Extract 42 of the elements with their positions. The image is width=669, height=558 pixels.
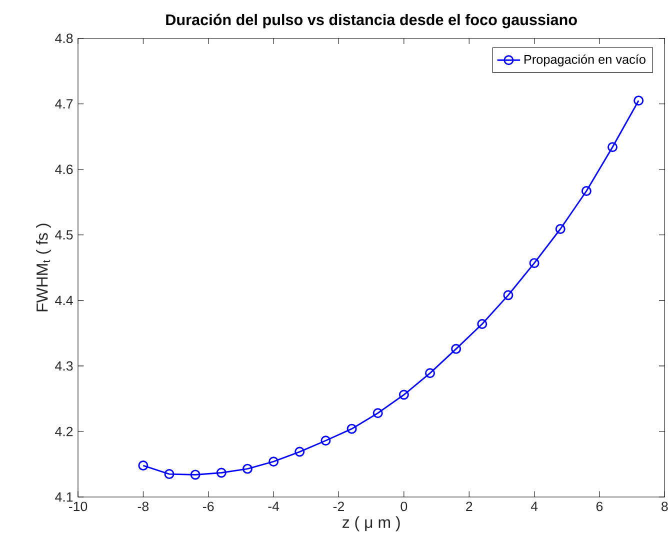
- y-tick-label: 4.7: [55, 99, 73, 108]
- point: [477, 319, 488, 330]
- chart-title: Duración del pulso vs distancia desde el foco gaussiano: [166, 14, 577, 28]
- x-tick-label: 8: [662, 502, 668, 512]
- y-tick-label: 4.6: [55, 164, 73, 174]
- point: [451, 344, 462, 354]
- x-tick-label: -4: [268, 502, 280, 511]
- point: [320, 436, 331, 446]
- legend-label: Propagación en vacío: [524, 54, 646, 66]
- point: [608, 142, 618, 152]
- point: [581, 186, 592, 196]
- x-tick-label: -2: [333, 502, 344, 512]
- point: [529, 258, 540, 268]
- point: [216, 468, 226, 478]
- x-axis-title: z ( μ m ): [342, 516, 400, 532]
- y-tick-label: 4.1: [55, 492, 73, 502]
- point: [346, 424, 357, 434]
- point: [398, 390, 409, 400]
- point: [503, 290, 514, 300]
- x-tick-label: 4: [530, 502, 538, 511]
- point: [372, 408, 383, 418]
- point: [424, 368, 435, 378]
- point: [634, 96, 644, 106]
- x-tick-label: -6: [203, 502, 214, 512]
- point: [138, 460, 148, 471]
- point: [294, 446, 305, 457]
- x-tick-label: -10: [68, 502, 88, 512]
- y-tick-label: 4.5: [55, 230, 73, 240]
- y-tick-label: 4.8: [55, 34, 73, 44]
- x-tick-label: -8: [138, 502, 149, 512]
- y-tick-label: 4.4: [55, 296, 73, 306]
- x-tick-label: 6: [596, 502, 603, 512]
- point: [242, 464, 252, 474]
- point: [555, 224, 566, 234]
- x-tick-label: 2: [466, 502, 472, 512]
- x-tick-label: 0: [400, 502, 408, 512]
- point: [268, 456, 279, 467]
- y-tick-label: 4.3: [55, 361, 73, 371]
- y-axis-title: FWHM$_{t}$ ( fs ): [36, 224, 51, 312]
- point: [190, 470, 200, 480]
- point: [164, 469, 174, 480]
- y-tick-label: 4.2: [55, 426, 73, 436]
